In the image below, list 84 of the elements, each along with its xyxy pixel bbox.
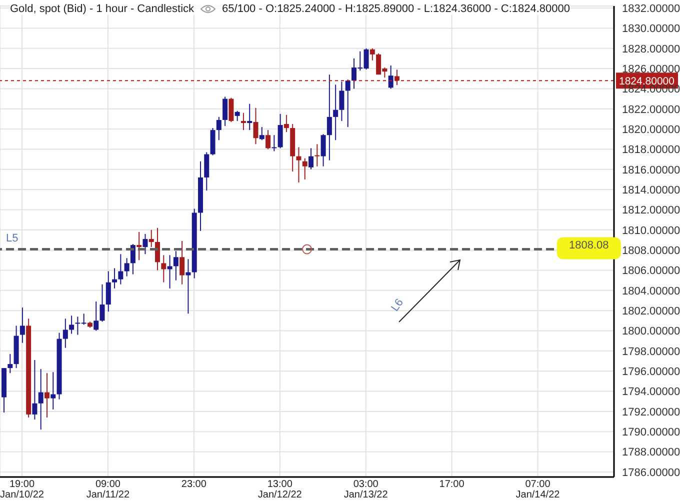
candlestick <box>148 229 154 248</box>
x-tick-label: 03:00 Jan/13/22 <box>344 479 388 500</box>
candlestick <box>272 134 277 152</box>
candlestick <box>296 146 302 183</box>
y-tick-label: 1812.00000 <box>622 204 680 217</box>
candlestick <box>247 103 252 131</box>
y-tick-label: 1814.00000 <box>622 184 680 196</box>
candlestick <box>302 158 308 180</box>
annotation: L6 <box>389 296 406 314</box>
y-tick-label: 1798.00000 <box>622 346 680 358</box>
ref-line-label: L5 <box>6 232 18 244</box>
x-tick-label: 09:00 Jan/11/22 <box>86 479 130 500</box>
candlestick <box>106 270 111 312</box>
chart-title: Gold, spot (Bid) - 1 hour - Candlestick <box>10 3 194 15</box>
candlestick <box>167 254 172 289</box>
y-tick-label: 1810.00000 <box>622 224 680 237</box>
x-tick-label: 19:00 Jan/10/22 <box>0 479 44 500</box>
candlestick <box>186 258 191 314</box>
candlestick <box>345 79 350 128</box>
candlestick <box>69 315 74 334</box>
candlestick <box>44 372 50 418</box>
y-tick-label: 1820.00000 <box>622 124 680 136</box>
candlestick <box>94 301 99 332</box>
candlestick <box>326 74 332 161</box>
y-tick-label: 1822.00000 <box>622 104 680 116</box>
candlestick <box>333 84 338 141</box>
candlestick <box>173 250 178 281</box>
y-tick-label: 1792.00000 <box>622 406 680 418</box>
chart-subtitle: 65/100 - O:1825.24000 - H:1825.89000 - L:1824.36000 - C:1824.80000 <box>222 3 570 15</box>
candlestick <box>50 372 56 410</box>
candlestick <box>253 107 258 145</box>
candlestick <box>20 307 25 344</box>
annotation: 1808.08 <box>569 239 609 252</box>
candlestick <box>8 353 13 374</box>
candlestick <box>394 69 400 86</box>
candlestick <box>130 244 136 275</box>
x-tick-label: 17:00 <box>439 479 465 490</box>
candlestick <box>308 148 314 170</box>
y-tick-label: 1794.00000 <box>622 386 680 398</box>
y-tick-label: 1830.00000 <box>622 23 680 36</box>
candlestick <box>222 96 228 127</box>
candlestick <box>124 258 130 277</box>
y-tick-label: 1804.00000 <box>622 285 680 298</box>
y-tick-label: 1800.00000 <box>622 326 680 338</box>
y-tick-label: 1806.00000 <box>622 265 680 278</box>
candlestick <box>314 144 320 167</box>
candlestick <box>259 126 264 141</box>
x-tick-label: 13:00 Jan/12/22 <box>258 479 302 500</box>
y-tick-label: 1796.00000 <box>622 366 680 378</box>
candlestick <box>100 284 105 322</box>
candlestick <box>266 130 271 150</box>
candlestick <box>240 112 246 131</box>
candlestick <box>161 254 166 283</box>
candlestick <box>32 360 38 420</box>
candlestick <box>180 240 185 285</box>
y-tick-label: 1788.00000 <box>622 446 680 459</box>
candlestick <box>62 318 68 348</box>
candlestick <box>136 231 142 261</box>
candlestick <box>370 48 375 61</box>
candlestick <box>38 368 44 430</box>
candlestick <box>339 81 344 122</box>
candlestick <box>155 227 160 271</box>
y-tick-label: 1828.00000 <box>622 43 680 56</box>
y-tick-label: 1832.00000 <box>622 2 680 15</box>
y-tick-label: 1816.00000 <box>622 164 680 176</box>
candlestick <box>284 114 289 133</box>
candlestick <box>388 65 394 90</box>
candlestick <box>142 233 148 255</box>
candlestick <box>320 134 326 167</box>
y-tick-label: 1818.00000 <box>622 144 680 156</box>
y-tick-label: 1790.00000 <box>622 426 680 439</box>
candlestick <box>118 254 124 285</box>
y-tick-label: 1802.00000 <box>622 305 680 318</box>
candlestick <box>228 97 234 122</box>
candlestick <box>278 113 283 149</box>
x-tick-label: 07:00 Jan/14/22 <box>516 479 560 500</box>
candlestick <box>216 116 222 141</box>
y-tick-label: 1826.00000 <box>622 63 680 76</box>
candlestick <box>204 152 210 192</box>
x-tick-label: 23:00 <box>181 479 207 490</box>
candlestick <box>112 268 118 289</box>
y-tick-label: 1786.00000 <box>622 466 680 479</box>
candlestick <box>234 110 240 122</box>
y-tick-label: 1808.00000 <box>622 244 680 257</box>
